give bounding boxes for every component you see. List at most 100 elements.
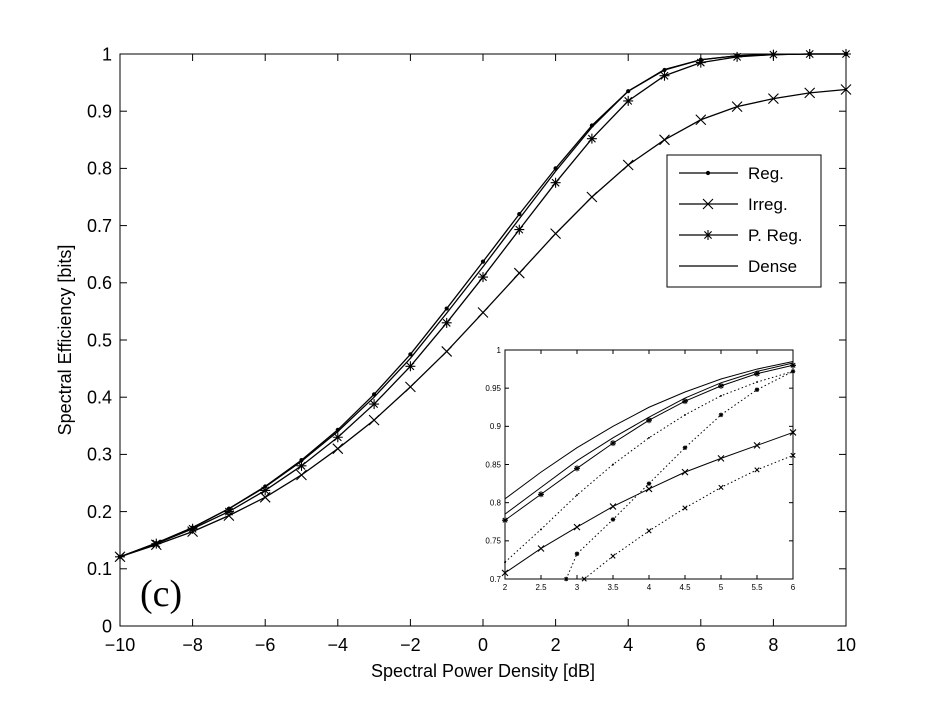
data-point-p-reg <box>187 523 198 534</box>
x-tick-label: 2.5 <box>535 583 547 592</box>
data-point-irreg <box>804 87 816 99</box>
x-tick-label: 3.5 <box>607 583 619 592</box>
data-point-reg-dotted <box>540 528 542 531</box>
x-tick-label: 6 <box>791 583 796 592</box>
data-point-p-reg <box>682 398 688 405</box>
y-tick-label: 0.85 <box>485 460 501 469</box>
y-tick-label: 0.8 <box>490 498 502 507</box>
x-tick-label: −6 <box>255 635 276 655</box>
data-point-p-reg <box>550 177 561 188</box>
data-point-irreg <box>332 443 344 455</box>
data-point-p-reg-dotted <box>718 412 724 418</box>
legend-box <box>666 154 822 288</box>
data-point-irreg-dotted <box>610 553 616 559</box>
data-point-irreg <box>768 93 779 105</box>
x-axis-label: Spectral Power Density [dB] <box>371 661 595 681</box>
series-line-dense <box>119 53 846 558</box>
y-tick-label: 0.7 <box>490 575 502 584</box>
legend: Reg. Irreg. P. Reg. Dense <box>666 154 822 288</box>
data-point-irreg <box>695 114 707 126</box>
y-tick-label: 0.3 <box>87 445 112 465</box>
y-tick-label: 0.75 <box>485 537 501 546</box>
y-tick-label: 0.95 <box>485 384 501 393</box>
y-tick-label: 0.7 <box>87 216 112 236</box>
inset-chart: 2 2.5 3 3.5 4 4.5 5 5.5 6 0.7 0.75 0.8 0.85 0.9 0.95 1 <box>485 346 797 592</box>
y-tick-label: 0.2 <box>87 502 112 522</box>
data-point-irreg <box>645 485 653 493</box>
x-tick-label: 5.5 <box>751 583 763 592</box>
data-point-p-reg <box>790 362 796 369</box>
x-tick-label: 3 <box>575 583 580 592</box>
series-dense <box>119 53 846 558</box>
data-point-irreg <box>368 414 380 426</box>
y-tick-label: 0.9 <box>490 422 502 431</box>
data-point-p-reg <box>659 70 670 81</box>
x-tick-label: 4 <box>647 583 652 592</box>
data-point-irreg-dotted <box>646 528 652 534</box>
data-point-irreg <box>501 569 509 577</box>
y-axis-label: Spectral Efficiency [bits] <box>55 245 75 436</box>
data-point-irreg <box>659 134 670 146</box>
series-line-dense <box>504 360 794 500</box>
data-point-reg-dotted <box>720 394 722 397</box>
series-line-p-reg-dotted <box>565 370 794 580</box>
data-point-p-reg-dotted <box>563 576 569 582</box>
legend-item-dense: Dense <box>679 257 797 276</box>
data-point-p-reg <box>223 506 234 517</box>
legend-marker-reg <box>705 170 711 176</box>
data-point-p-reg <box>441 317 452 328</box>
data-point-irreg-dotted <box>682 505 688 511</box>
data-point-irreg-dotted <box>581 576 587 582</box>
x-tick-label: 2 <box>503 583 508 592</box>
data-point-p-reg <box>514 224 525 235</box>
x-tick-label: 5 <box>719 583 724 592</box>
x-tick-label: 8 <box>768 635 778 655</box>
x-tick-label: 4 <box>623 635 633 655</box>
x-tick-label: 6 <box>696 635 706 655</box>
data-point-irreg <box>537 545 545 552</box>
data-point-reg-dotted <box>648 436 650 439</box>
data-point-reg-dotted <box>504 561 506 564</box>
data-point-p-reg <box>718 382 724 389</box>
inset-axis-ticks: 2 2.5 3 3.5 4 4.5 5 5.5 6 0.7 0.75 0.8 0.85 0.9 0.95 1 <box>485 346 795 592</box>
series-p-reg <box>115 49 851 562</box>
data-point-p-reg <box>732 51 743 62</box>
series-line-reg-dotted <box>504 370 794 563</box>
legend-items: Reg. Irreg. P. Reg. Dense <box>679 164 803 276</box>
data-point-p-reg-dotted <box>574 551 580 557</box>
x-tick-label: 2 <box>551 635 561 655</box>
y-tick-label: 0.1 <box>87 559 112 579</box>
data-point-p-reg <box>260 485 271 496</box>
data-point-irreg <box>789 429 797 436</box>
data-point-p-reg <box>332 432 343 443</box>
y-tick-label: 0 <box>102 616 112 636</box>
data-point-p-reg <box>754 370 760 377</box>
y-tick-label: 0.9 <box>87 102 112 122</box>
data-point-reg-dotted <box>684 413 686 416</box>
legend-marker-irreg <box>702 198 714 210</box>
x-tick-label: −8 <box>182 635 203 655</box>
series-dense <box>504 360 794 500</box>
data-point-p-reg <box>296 460 307 471</box>
legend-item-p-reg: P. Reg. <box>679 226 803 245</box>
series-p-reg-dotted <box>563 369 796 582</box>
series-p-reg <box>502 362 796 524</box>
data-point-reg <box>517 212 522 217</box>
y-tick-label: 1 <box>497 346 502 355</box>
data-point-irreg <box>609 503 617 510</box>
data-point-p-reg <box>610 440 616 447</box>
legend-label: P. Reg. <box>748 226 803 245</box>
data-point-irreg-dotted <box>790 452 796 458</box>
panel-label: (c) <box>140 573 182 615</box>
data-point-p-reg <box>586 133 597 144</box>
y-tick-label: 1 <box>102 44 112 64</box>
legend-label: Irreg. <box>748 195 788 214</box>
data-point-p-reg-dotted <box>754 387 760 392</box>
data-point-p-reg-dotted <box>682 445 688 450</box>
data-point-reg-dotted <box>756 381 758 384</box>
x-tick-label: −10 <box>105 635 136 655</box>
data-point-irreg <box>753 442 761 449</box>
data-point-irreg <box>405 381 416 393</box>
legend-item-reg: Reg. <box>679 164 784 183</box>
